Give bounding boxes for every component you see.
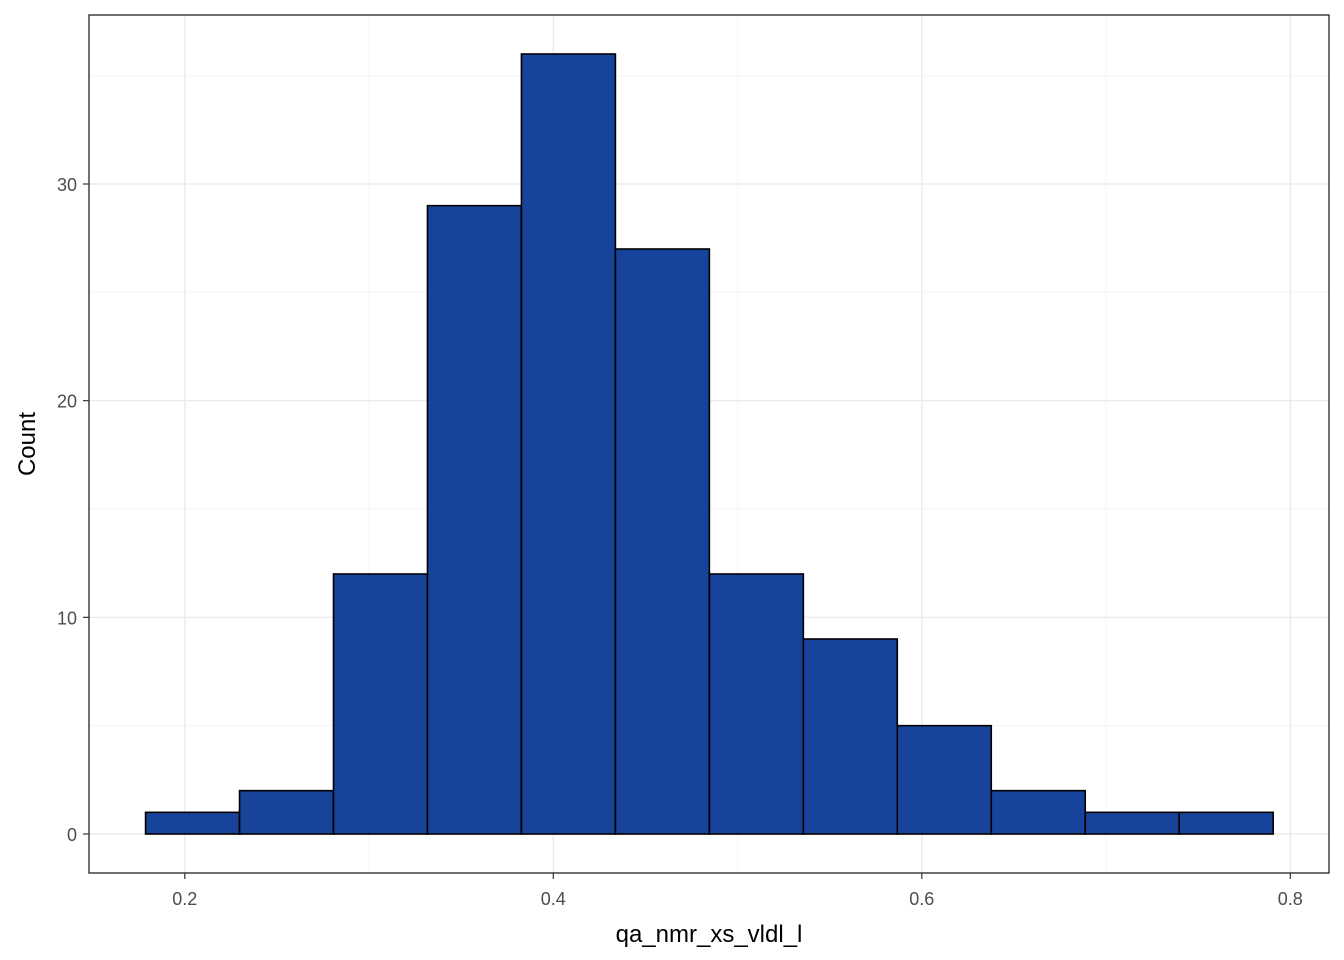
histogram-bars (144, 53, 1274, 835)
y-axis-title: Count (14, 412, 41, 476)
histogram-bar (896, 724, 993, 835)
histogram-bar (144, 811, 241, 835)
histogram-bar (426, 204, 523, 835)
y-tick-label: 0 (67, 825, 77, 845)
y-tick-label: 20 (57, 392, 77, 412)
histogram-bar (708, 573, 805, 835)
panel-border (88, 14, 1330, 874)
histogram-bar (520, 53, 617, 835)
x-tick-label: 0.4 (541, 889, 566, 909)
histogram-bar (614, 248, 711, 835)
axes: 0.2 0.4 0.6 0.8 0 10 20 30 (57, 175, 1303, 909)
x-tick-label: 0.2 (172, 889, 197, 909)
histogram-bar (238, 789, 335, 835)
histogram-bar (1178, 811, 1274, 835)
histogram-bar (1084, 811, 1181, 835)
y-tick-label: 10 (57, 608, 77, 628)
x-tick-label: 0.6 (909, 889, 934, 909)
x-axis-title: qa_nmr_xs_vldl_l (616, 921, 803, 948)
histogram-bar (802, 638, 899, 835)
histogram-bar (990, 789, 1087, 835)
y-tick-label: 30 (57, 175, 77, 195)
x-tick-label: 0.8 (1278, 889, 1303, 909)
histogram-bar (332, 573, 429, 835)
